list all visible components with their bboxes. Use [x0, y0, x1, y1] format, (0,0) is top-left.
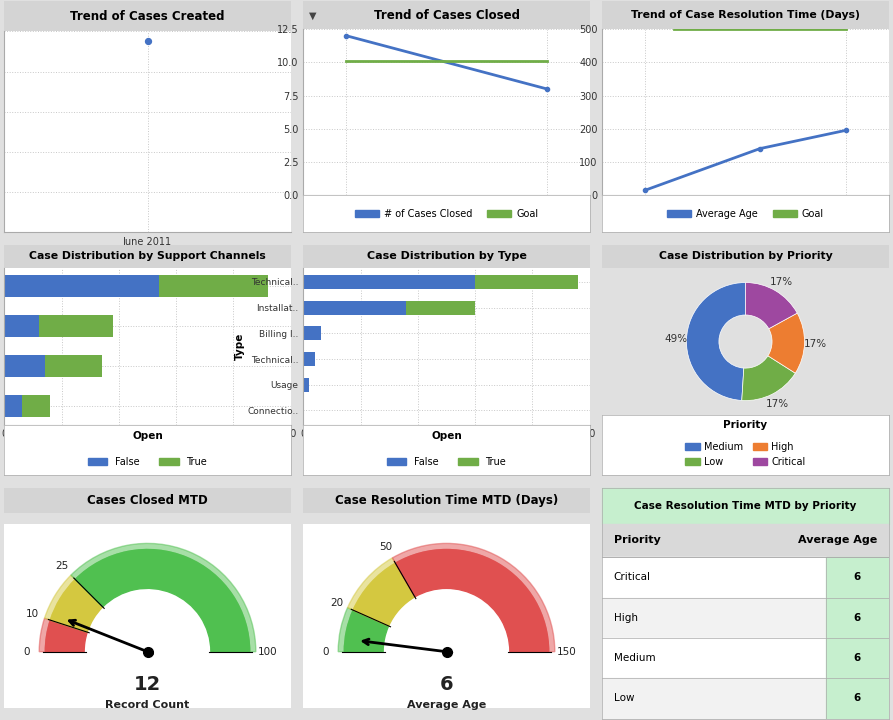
Text: Trend of Case Resolution Time (Days): Trend of Case Resolution Time (Days) [631, 10, 860, 20]
Text: 10: 10 [26, 609, 39, 619]
Legend: Average Age, Goal: Average Age, Goal [663, 204, 828, 222]
Bar [21, 395, 50, 418]
Legend: Medium, Low, High, Critical: Medium, Low, High, Critical [681, 438, 809, 470]
Text: 6: 6 [854, 653, 861, 663]
Wedge shape [50, 580, 103, 632]
Text: Low: Low [613, 693, 634, 703]
Text: Average Age: Average Age [797, 536, 877, 546]
Wedge shape [75, 549, 250, 652]
Text: Trend of Cases Closed: Trend of Cases Closed [373, 9, 520, 22]
Bar [406, 300, 475, 315]
Bar [304, 300, 406, 315]
Text: 20: 20 [330, 598, 343, 608]
Text: Average Age: Average Age [407, 700, 486, 710]
Text: 25: 25 [55, 562, 69, 572]
Wedge shape [746, 282, 797, 329]
Bar [603, 638, 826, 678]
Text: Open: Open [132, 431, 163, 441]
Text: Priority: Priority [613, 536, 661, 546]
Wedge shape [687, 282, 746, 400]
Bar [475, 275, 578, 289]
Wedge shape [46, 620, 88, 652]
Y-axis label: Type: Type [235, 333, 245, 360]
Bar [603, 557, 826, 598]
Wedge shape [742, 356, 796, 400]
Bar [159, 275, 268, 297]
X-axis label: Date/Time Closed: Date/Time Closed [395, 213, 498, 222]
Text: Case Distribution by Support Channels: Case Distribution by Support Channels [29, 251, 266, 261]
Text: 17%: 17% [770, 276, 792, 287]
Bar [4, 315, 38, 337]
Text: 49%: 49% [664, 334, 688, 344]
Bar [826, 638, 889, 678]
Legend: False, True: False, True [383, 453, 510, 470]
Text: Priority: Priority [723, 420, 768, 430]
Text: 6: 6 [439, 675, 454, 694]
Bar [4, 395, 21, 418]
Legend: False, True: False, True [84, 453, 211, 470]
Bar [38, 315, 113, 337]
Wedge shape [345, 610, 388, 652]
Text: 12: 12 [134, 675, 161, 694]
Wedge shape [347, 558, 396, 610]
Bar [826, 557, 889, 598]
Bar [304, 352, 315, 366]
Wedge shape [353, 563, 415, 626]
Text: Medium: Medium [613, 653, 655, 663]
Wedge shape [338, 608, 353, 652]
Wedge shape [45, 575, 75, 620]
Text: High: High [613, 613, 638, 623]
Bar [304, 377, 309, 392]
Text: 6: 6 [854, 572, 861, 582]
Text: Critical: Critical [613, 572, 651, 582]
X-axis label: Date/Time Closed: Date/Time Closed [694, 213, 797, 222]
Text: Record Count: Record Count [705, 423, 785, 433]
Text: 0: 0 [322, 647, 330, 657]
Bar [304, 275, 475, 289]
Wedge shape [396, 549, 548, 652]
Wedge shape [392, 544, 555, 652]
Wedge shape [39, 618, 50, 652]
Text: 150: 150 [557, 647, 577, 657]
Text: Case Resolution Time MTD (Days): Case Resolution Time MTD (Days) [335, 494, 558, 507]
Text: 0: 0 [24, 647, 30, 657]
Wedge shape [71, 544, 255, 652]
Bar [603, 598, 826, 638]
Bar [304, 326, 321, 341]
X-axis label: Opened Date: Opened Date [109, 251, 186, 261]
Text: Case Distribution by Type: Case Distribution by Type [366, 251, 527, 261]
Bar [603, 523, 889, 557]
Text: Trend of Cases Created: Trend of Cases Created [71, 10, 225, 23]
Text: 100: 100 [258, 647, 278, 657]
Bar [603, 488, 889, 523]
X-axis label: Record Count: Record Count [406, 442, 487, 452]
Text: 6: 6 [854, 613, 861, 623]
Text: Case Distribution by Priority: Case Distribution by Priority [659, 251, 832, 261]
Wedge shape [768, 313, 805, 373]
Text: 17%: 17% [804, 338, 827, 348]
Legend: # of Cases Closed, Goal: # of Cases Closed, Goal [351, 204, 542, 222]
X-axis label: Record Count: Record Count [108, 442, 188, 452]
Bar [826, 598, 889, 638]
Text: Case Resolution Time MTD by Priority: Case Resolution Time MTD by Priority [634, 501, 856, 511]
Bar [45, 355, 102, 377]
Point [140, 36, 154, 48]
Bar [603, 678, 826, 719]
Text: 50: 50 [380, 542, 393, 552]
Text: ▼: ▼ [309, 10, 317, 20]
Bar [826, 678, 889, 719]
Bar [4, 275, 159, 297]
Text: Cases Closed MTD: Cases Closed MTD [88, 494, 208, 507]
Text: Record Count: Record Count [105, 700, 189, 710]
Text: Open: Open [431, 431, 462, 441]
Text: 6: 6 [854, 693, 861, 703]
Bar [4, 355, 45, 377]
Text: 17%: 17% [765, 399, 789, 409]
